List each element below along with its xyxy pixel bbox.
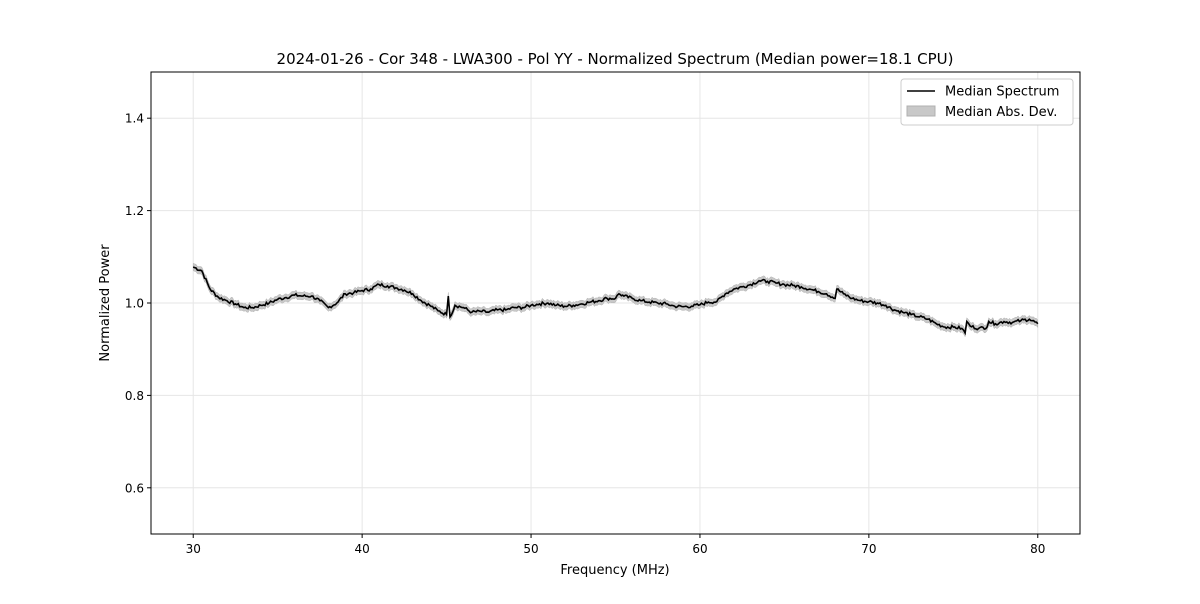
legend-box xyxy=(900,78,1074,126)
y-axis-label: Normalized Power xyxy=(98,244,113,362)
x-tick-label: 60 xyxy=(692,542,707,556)
y-tick-label: 0.8 xyxy=(125,389,144,403)
legend-entry-median-spectrum: Median Spectrum xyxy=(945,85,1059,100)
y-tick-label: 1.4 xyxy=(125,112,144,126)
y-tick-label: 1.2 xyxy=(125,204,144,218)
axis-ticks: 30 40 50 60 70 80 0.6 0.8 1.0 1.2 1.4 xyxy=(125,112,1046,556)
x-tick-label: 40 xyxy=(354,542,369,556)
mad-band xyxy=(192,262,1039,338)
x-tick-label: 50 xyxy=(523,542,538,556)
x-axis-label: Frequency (MHz) xyxy=(560,563,669,578)
legend: Median Spectrum Median Abs. Dev. xyxy=(900,78,1074,126)
chart-title: 2024-01-26 - Cor 348 - LWA300 - Pol YY -… xyxy=(277,50,954,68)
y-tick-label: 1.0 xyxy=(125,297,144,311)
y-tick-label: 0.6 xyxy=(125,481,144,495)
legend-entry-mad: Median Abs. Dev. xyxy=(945,105,1057,120)
legend-band-swatch xyxy=(906,105,936,117)
x-tick-label: 30 xyxy=(186,542,201,556)
x-tick-label: 80 xyxy=(1030,542,1045,556)
x-tick-label: 70 xyxy=(861,542,876,556)
median-spectrum-line xyxy=(192,266,1039,336)
